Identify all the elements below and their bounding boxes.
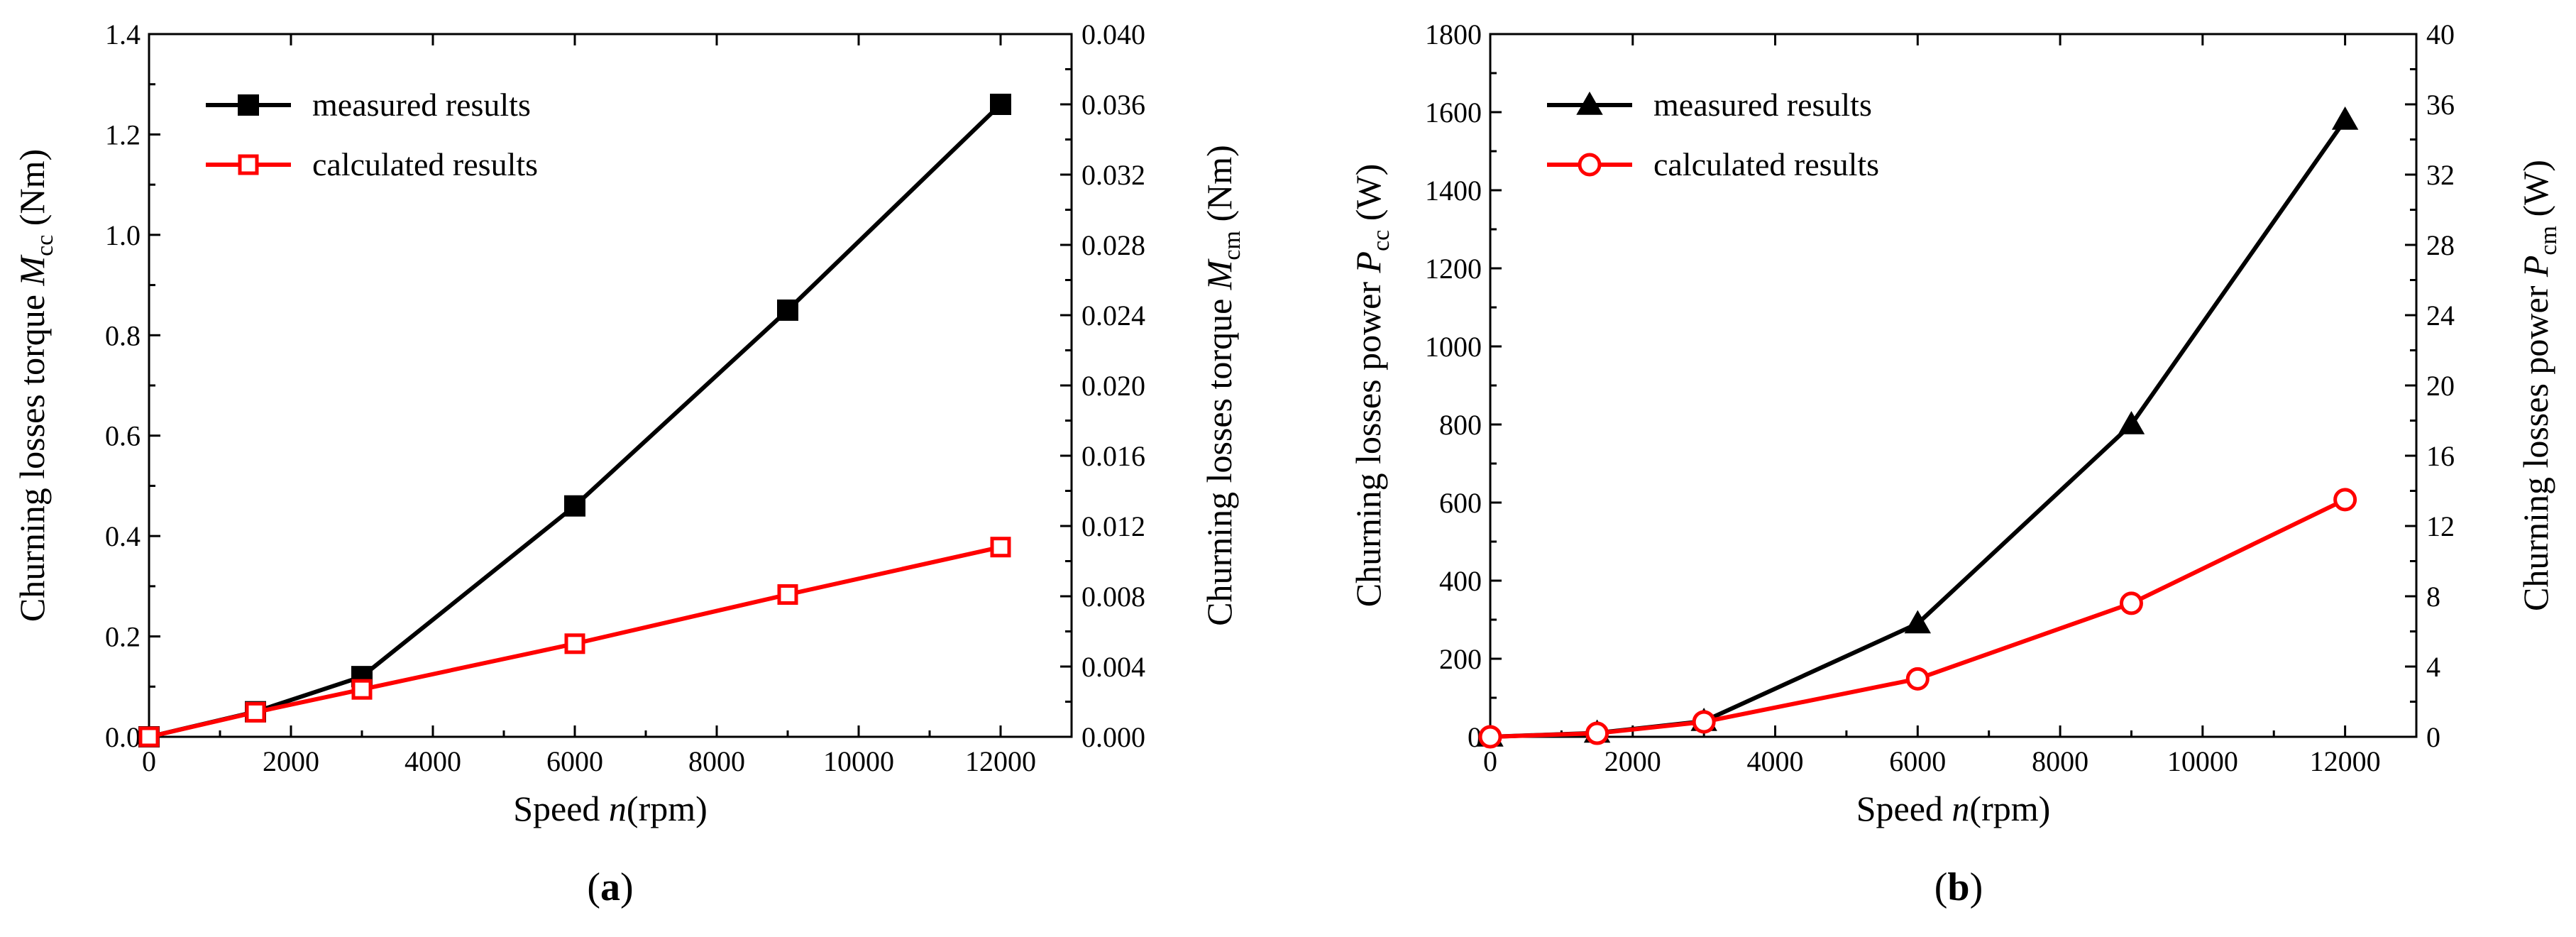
y-tick-label: 1.0: [105, 219, 141, 251]
x-tick-label: 8000: [2032, 745, 2088, 777]
y2-tick-label: 12: [2426, 510, 2455, 542]
data-point-1-3: [1905, 667, 1930, 691]
x-tick-label: 0: [1483, 745, 1497, 777]
y2-tick-label: 0: [2426, 721, 2440, 753]
y-tick-label: 0.6: [105, 420, 141, 452]
y2-tick-label: 24: [2426, 300, 2455, 331]
y-tick-label: 800: [1439, 409, 1482, 441]
y2-tick-label: 0.004: [1081, 651, 1145, 683]
x-tick-label: 6000: [546, 745, 603, 777]
x-axis-label: Speed n(rpm): [513, 789, 708, 828]
data-point-0-4: [2118, 410, 2145, 434]
x-tick-label: 10000: [2167, 745, 2238, 777]
plot-frame: [148, 33, 1073, 738]
y2-tick-label: 0.024: [1081, 300, 1145, 331]
legend-marker-1: [1578, 153, 1602, 177]
x-tick-label: 2000: [263, 745, 319, 777]
legend-label-1: calculated results: [312, 146, 538, 182]
y-tick-label: 1600: [1425, 97, 1482, 128]
y-tick-label: 0.8: [105, 319, 141, 351]
y2-tick-label: 0.008: [1081, 581, 1145, 613]
plot-frame: [1489, 33, 2418, 738]
y-tick-label: 1000: [1425, 331, 1482, 363]
data-point-1-4: [2119, 591, 2143, 615]
data-point-1-2: [1692, 710, 1716, 734]
y-tick-label: 1.4: [105, 18, 141, 50]
x-tick-label: 6000: [1889, 745, 1946, 777]
y-tick-label: 400: [1439, 565, 1482, 597]
y-tick-label: 600: [1439, 487, 1482, 519]
data-point-1-4: [777, 584, 798, 606]
data-point-0-3: [564, 495, 585, 517]
y2-axis-label: Churning losses power Pcm (W): [2516, 160, 2562, 611]
y2-tick-label: 0.016: [1081, 440, 1145, 472]
y2-tick-label: 8: [2426, 581, 2440, 613]
x-tick-label: 8000: [688, 745, 745, 777]
y2-tick-label: 16: [2426, 440, 2455, 472]
y2-tick-label: 40: [2426, 18, 2455, 50]
x-axis-label: Speed n(rpm): [1856, 789, 2051, 828]
x-tick-label: 12000: [965, 745, 1036, 777]
data-point-1-2: [351, 679, 373, 700]
y-tick-label: 0.2: [105, 621, 141, 653]
legend-marker-0: [1576, 91, 1603, 115]
y2-tick-label: 32: [2426, 159, 2455, 191]
x-tick-label: 12000: [2310, 745, 2381, 777]
data-point-1-5: [990, 537, 1011, 558]
y2-tick-label: 0.000: [1081, 721, 1145, 753]
legend-label-1: calculated results: [1653, 146, 1879, 182]
y-tick-label: 0.0: [105, 721, 141, 753]
panel-label: (b): [1934, 865, 1983, 909]
data-point-1-1: [245, 701, 266, 723]
data-point-1-1: [1585, 721, 1609, 745]
y-tick-label: 1400: [1425, 175, 1482, 207]
data-point-0-4: [777, 299, 798, 321]
y2-tick-label: 0.012: [1081, 510, 1145, 542]
y2-tick-label: 0.028: [1081, 229, 1145, 261]
x-tick-label: 2000: [1605, 745, 1661, 777]
y2-axis-label: Churning losses torque Mcm (Nm): [1199, 145, 1245, 626]
y-tick-label: 1200: [1425, 253, 1482, 285]
data-point-1-0: [1478, 725, 1502, 749]
y-tick-label: 1800: [1425, 18, 1482, 50]
y-tick-label: 200: [1439, 643, 1482, 675]
legend-label-0: measured results: [312, 87, 531, 123]
y-axis-label: Churning losses torque Mcc (Nm): [12, 149, 58, 622]
legend-marker-0: [238, 94, 259, 116]
chart-panel-a: 0 2000 4000 6000 8000 10000 12000 0.0 0.2 0.4 0.6 0…: [12, 18, 1245, 909]
data-point-0-5: [990, 94, 1011, 115]
y2-tick-label: 4: [2426, 651, 2440, 683]
legend-label-0: measured results: [1653, 87, 1872, 123]
y-axis-label: Churning losses power Pcc (W): [1348, 164, 1394, 608]
x-tick-label: 4000: [404, 745, 461, 777]
series-line-0: [1490, 119, 2347, 739]
y2-tick-label: 0.020: [1081, 370, 1145, 402]
x-tick-label: 10000: [823, 745, 894, 777]
y2-tick-label: 0.040: [1081, 18, 1145, 50]
panel-label: (a): [587, 865, 633, 909]
x-tick-label: 4000: [1747, 745, 1804, 777]
y2-tick-label: 0.032: [1081, 159, 1145, 191]
chart-panel-b: 0 2000 4000 6000 8000 10000 12000 0 200 400 600 800…: [1348, 18, 2562, 909]
y-tick-label: 1.2: [105, 119, 141, 150]
y-tick-label: 0.4: [105, 520, 141, 552]
series-line-1: [148, 544, 1001, 739]
data-point-1-5: [2333, 488, 2357, 512]
y2-tick-label: 36: [2426, 89, 2455, 121]
y2-tick-label: 28: [2426, 229, 2455, 261]
data-point-1-0: [138, 726, 160, 747]
data-point-0-3: [1904, 610, 1932, 634]
y2-tick-label: 20: [2426, 370, 2455, 402]
y2-tick-label: 0.036: [1081, 89, 1145, 121]
series-line-1: [1490, 498, 2346, 739]
data-point-0-5: [2331, 106, 2359, 130]
data-point-1-3: [564, 633, 585, 654]
legend-marker-1: [238, 154, 259, 175]
x-tick-label: 0: [142, 745, 156, 777]
